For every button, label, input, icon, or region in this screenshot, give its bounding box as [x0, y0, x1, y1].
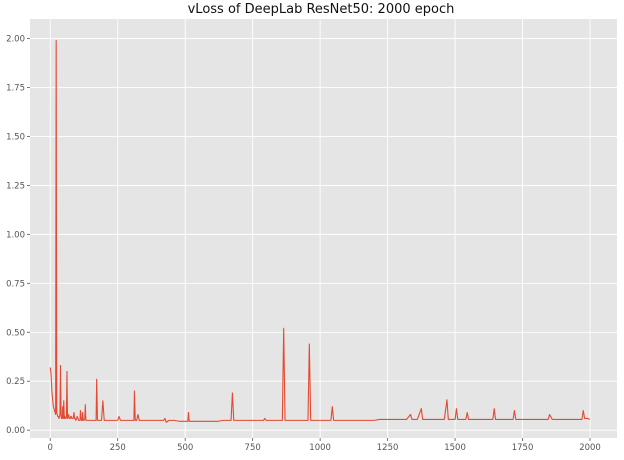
- x-tick-label: 2000: [579, 443, 601, 453]
- x-tick-label: 750: [245, 443, 261, 453]
- x-tick-label: 0: [48, 443, 53, 453]
- series-layer: [49, 39, 591, 423]
- y-tick-label: 0.50: [6, 328, 25, 338]
- series-line-0: [49, 39, 591, 423]
- x-tick-label: 1000: [309, 443, 331, 453]
- plot-panel: [30, 19, 617, 438]
- y-tick-label: 0.75: [6, 279, 25, 289]
- x-tick-label: 1750: [512, 443, 534, 453]
- y-tick-label: 1.75: [6, 84, 25, 94]
- tick-labels: 0 250 500 750 1000 1250 1500 1750 2000 0.00 0.25 0.…: [6, 35, 601, 453]
- x-tick-label: 1250: [377, 443, 399, 453]
- y-tick-label: 1.25: [6, 181, 25, 191]
- y-tick-label: 0.25: [6, 377, 25, 387]
- x-tick-label: 250: [110, 443, 126, 453]
- chart-title: vLoss of DeepLab ResNet50: 2000 epoch: [188, 2, 455, 17]
- y-tick-label: 1.00: [6, 230, 25, 240]
- grid-lines: [30, 19, 617, 438]
- x-tick-label: 1500: [444, 443, 466, 453]
- x-tick-label: 500: [177, 443, 193, 453]
- y-tick-label: 2.00: [6, 35, 25, 45]
- y-tick-label: 1.50: [6, 132, 25, 142]
- y-tick-label: 0.00: [6, 426, 25, 436]
